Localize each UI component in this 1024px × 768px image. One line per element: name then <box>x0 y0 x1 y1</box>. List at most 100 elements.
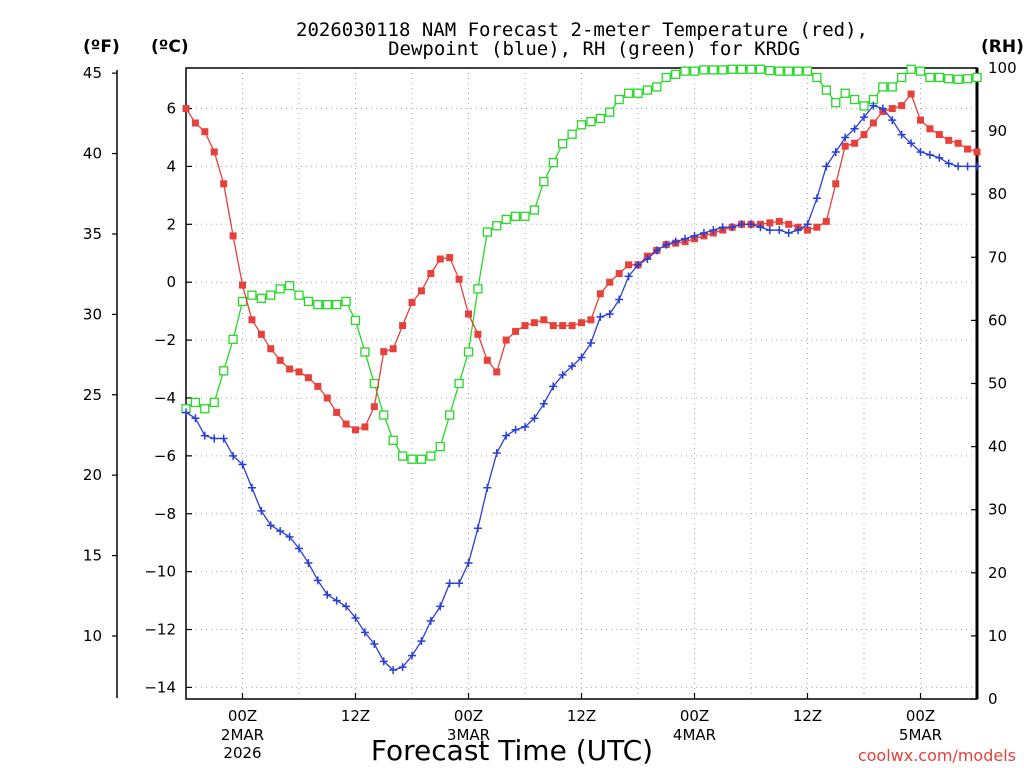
rh-tick-label: 70 <box>988 248 1007 266</box>
fahrenheit-tick-label: 15 <box>83 547 102 565</box>
temperature-point <box>559 322 567 330</box>
dewpoint-point <box>445 579 454 588</box>
rh-point <box>595 113 605 124</box>
rh-point <box>708 65 718 75</box>
dewpoint-point <box>436 602 445 611</box>
rh-point <box>605 107 615 117</box>
temperature-point <box>295 368 303 376</box>
rh-point <box>397 451 408 461</box>
dewpoint-point <box>615 295 624 304</box>
temperature-point <box>314 382 322 390</box>
x-tick-date-label: 5MAR <box>899 726 942 744</box>
x-tick-date-label: 3MAR <box>447 726 490 744</box>
fahrenheit-tick-label: 10 <box>83 627 102 645</box>
rh-point <box>699 65 709 75</box>
rh-point <box>360 347 370 357</box>
temperature-point <box>248 316 256 324</box>
temperature-point <box>578 319 585 327</box>
temperature-point <box>860 131 868 139</box>
rh-point <box>379 410 389 420</box>
rh-point <box>859 101 869 111</box>
celsius-tick-label: −10 <box>144 563 176 581</box>
rh-point <box>520 211 530 221</box>
temperature-point <box>813 223 821 231</box>
dewpoint-point <box>794 226 803 235</box>
rh-point <box>567 129 577 139</box>
dewpoint-point <box>304 558 313 567</box>
rh-point <box>934 72 944 83</box>
temperature-point <box>465 310 472 318</box>
temperature-point <box>587 316 595 324</box>
celsius-tick-label: −6 <box>154 447 176 465</box>
dewpoint-point <box>907 139 916 148</box>
temperature-point <box>361 423 369 431</box>
rh-point <box>831 98 841 108</box>
dewpoint-point <box>342 602 351 611</box>
dewpoint-point <box>219 434 228 443</box>
rh-point <box>680 66 690 76</box>
dewpoint-point <box>916 147 925 156</box>
temperature-point <box>521 322 529 330</box>
dewpoint-point <box>605 310 614 319</box>
temperature-point <box>596 290 604 298</box>
dewpoint-point <box>878 104 887 113</box>
dewpoint-point <box>925 150 934 159</box>
rh-point <box>576 120 587 130</box>
rh-point <box>266 290 276 300</box>
rh-point <box>633 88 643 98</box>
dewpoint-point <box>860 113 868 122</box>
rh-point <box>350 315 361 326</box>
rh-point <box>473 284 483 294</box>
rh-point <box>774 66 784 76</box>
rh-point <box>689 66 700 76</box>
rh-point <box>718 65 728 75</box>
temperature-point <box>455 275 463 283</box>
dewpoint-point <box>954 162 963 171</box>
rh-tick-label: 90 <box>988 122 1007 140</box>
rh-point <box>849 94 860 105</box>
x-tick-label: 12Z <box>793 707 822 725</box>
rh-point <box>313 299 323 310</box>
dewpoint-point <box>775 226 784 235</box>
temperature-point <box>389 345 397 353</box>
temperature-point <box>973 148 981 156</box>
temperature-point <box>304 374 312 382</box>
dewpoint-point <box>521 422 529 431</box>
temperature-point <box>201 128 209 136</box>
temperature-point <box>926 125 934 133</box>
dewpoint-point <box>897 130 906 139</box>
rh-point <box>765 65 775 76</box>
temperature-point <box>917 116 924 124</box>
temperature-point <box>869 119 877 127</box>
rh-point <box>727 64 737 74</box>
rh-point <box>510 211 521 221</box>
rh-point <box>435 441 445 452</box>
dewpoint-point <box>690 231 699 240</box>
temperature-line <box>185 92 978 431</box>
dewpoint-point <box>257 506 266 515</box>
temperature-point <box>898 102 906 110</box>
dewpoint-point <box>662 240 671 249</box>
rh-point <box>802 66 813 76</box>
dewpoint-point <box>276 527 285 536</box>
temperature-point <box>220 180 228 188</box>
dewpoint-point <box>473 524 482 533</box>
temperature-point <box>615 270 623 278</box>
rh-tick-label: 60 <box>988 311 1007 329</box>
rh-tick-label: 50 <box>988 375 1007 393</box>
rh-point <box>962 74 973 84</box>
fahrenheit-unit-label: (ºF) <box>83 37 120 57</box>
temperature-point <box>549 322 557 330</box>
dewpoint-point <box>295 544 303 553</box>
temperature-point <box>785 220 793 228</box>
rh-point <box>736 64 747 74</box>
temperature-point <box>267 345 275 353</box>
rh-point <box>925 72 935 83</box>
dewpoint-point <box>681 234 690 243</box>
x-tick-label: 00Z <box>454 707 483 725</box>
rh-point <box>548 157 558 168</box>
x-tick-year-label: 2026 <box>223 744 261 762</box>
dewpoint-point <box>643 255 652 264</box>
x-tick-label: 12Z <box>567 707 596 725</box>
dewpoint-point <box>699 228 708 237</box>
